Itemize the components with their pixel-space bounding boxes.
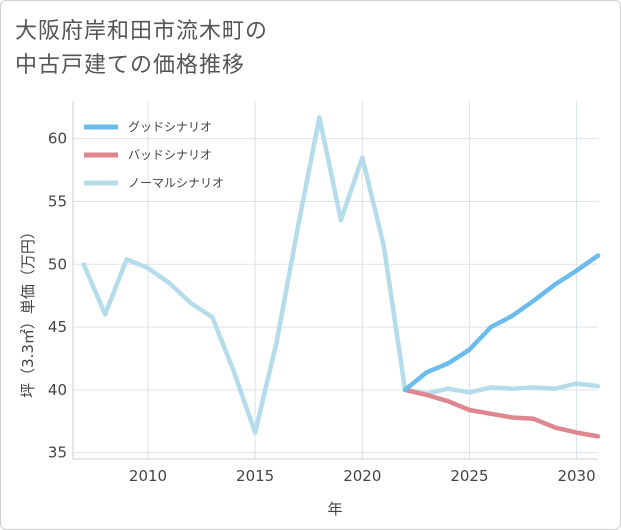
y-tick-labels: 35 40 45 50 55 60 xyxy=(48,130,67,462)
legend-label: ノーマルシナリオ xyxy=(128,176,224,190)
x-tick-label: 2030 xyxy=(557,467,595,485)
series-line-2 xyxy=(402,387,601,439)
x-tick-label: 2020 xyxy=(343,467,381,485)
series-line-1 xyxy=(402,253,601,393)
y-tick-label: 40 xyxy=(48,381,67,399)
legend-label: バッドシナリオ xyxy=(128,148,212,162)
chart-title: 大阪府岸和田市流木町の 中古戸建ての価格推移 xyxy=(15,15,435,83)
y-tick-label: 45 xyxy=(48,318,67,336)
y-tick-label: 60 xyxy=(48,130,67,148)
chart-title-line1: 大阪府岸和田市流木町の xyxy=(15,19,269,44)
x-tick-label: 2015 xyxy=(236,467,274,485)
x-tick-label: 2010 xyxy=(129,467,167,485)
y-tick-label: 55 xyxy=(48,192,67,210)
legend-label: グッドシナリオ xyxy=(128,120,212,134)
x-tick-label: 2025 xyxy=(450,467,488,485)
x-tick-labels: 2010 2015 2020 2025 2030 xyxy=(129,467,596,485)
y-tick-label: 50 xyxy=(48,255,67,273)
y-tick-label: 35 xyxy=(48,444,67,462)
chart-title-line2: 中古戸建ての価格推移 xyxy=(15,53,246,78)
plot-area xyxy=(73,101,598,459)
y-axis-title: 坪（3.3㎡）単価（万円） xyxy=(19,224,37,398)
series-layer xyxy=(81,115,601,439)
series-line-3 xyxy=(81,115,601,435)
x-axis-title: 年 xyxy=(327,500,342,518)
